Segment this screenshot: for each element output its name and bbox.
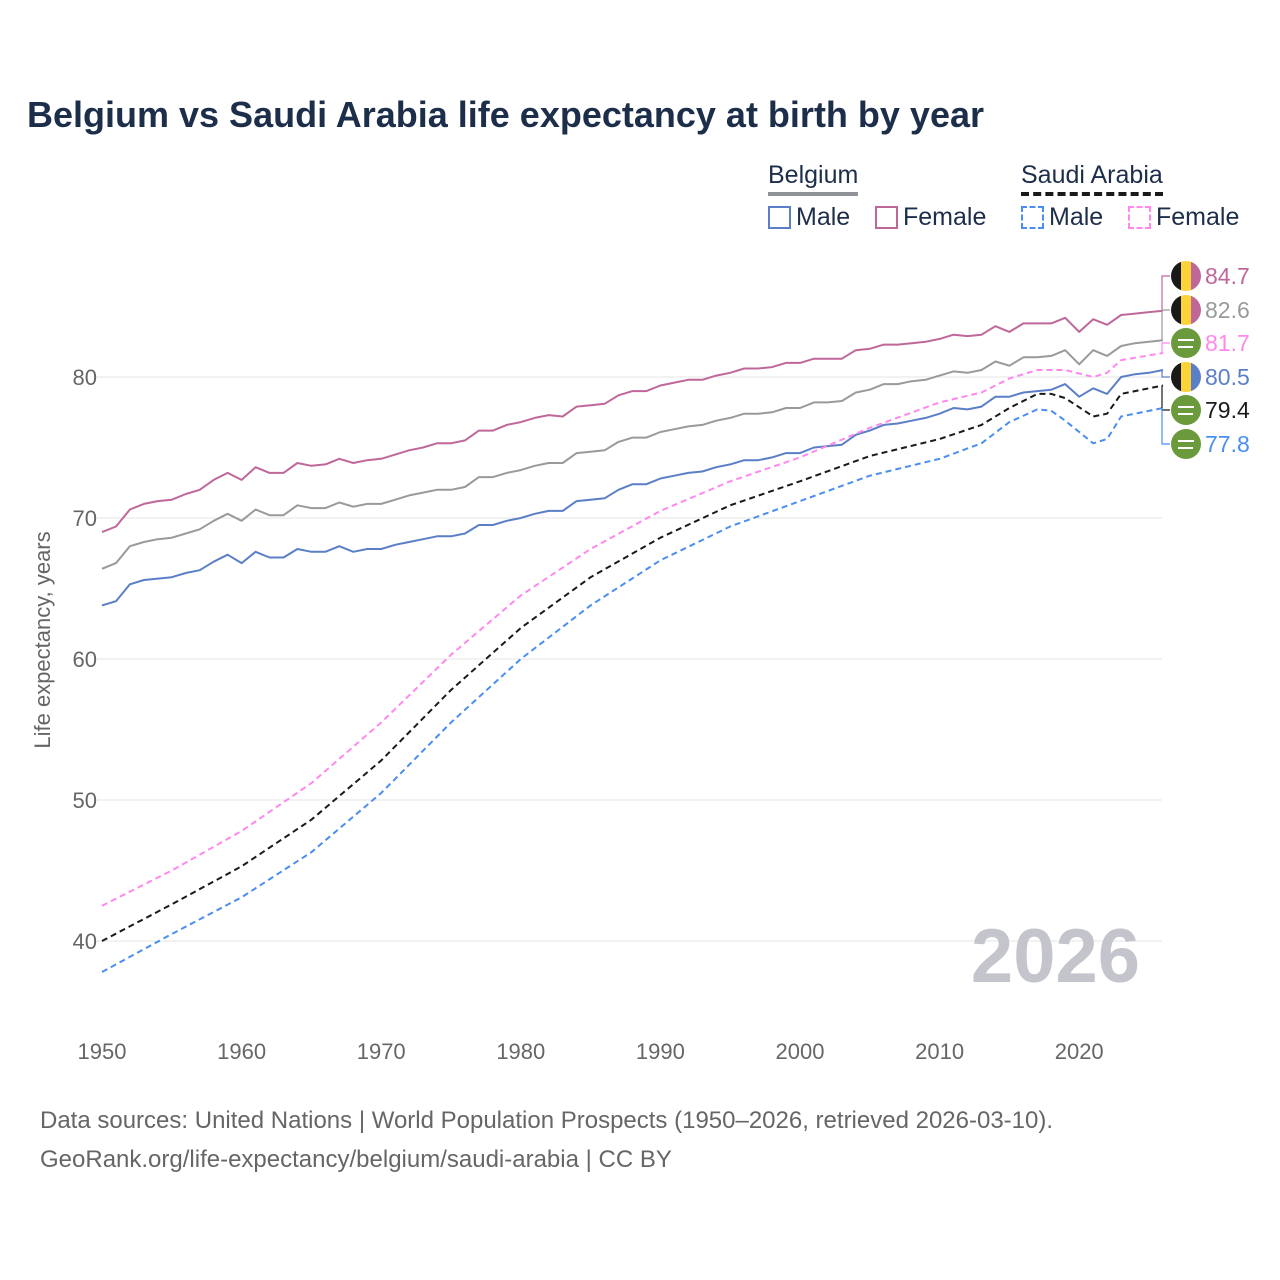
saudi-arabia-flag-icon [1171,395,1201,425]
footer-sources: Data sources: United Nations | World Pop… [40,1107,1054,1134]
legend-swatch [1128,206,1151,229]
series-line-belgium-male [101,369,1164,607]
y-axis-label: Life expectancy, years [30,531,55,748]
label-connector [1161,370,1170,378]
belgium-flag-icon [1171,362,1201,392]
legend-item-saudi-male[interactable]: Male [1021,203,1103,232]
footer-link[interactable]: GeoRank.org/life-expectancy/belgium/saud… [40,1146,672,1173]
legend-label: Male [796,203,851,231]
x-tick-label: 1990 [636,1039,685,1064]
series-line-saudi-female [101,352,1164,907]
legend-item-belgium-female[interactable]: Female [875,203,986,232]
flag-emblem-icon [1178,339,1194,348]
y-tick-label: 80 [73,365,97,390]
x-tick-label: 2020 [1055,1039,1104,1064]
chart-title: Belgium vs Saudi Arabia life expectancy … [27,94,985,135]
belgium-flag-icon [1171,261,1201,291]
legend-item-belgium-male[interactable]: Male [768,203,850,232]
legend-label: Male [1049,203,1104,231]
series-line-belgium-total [101,339,1164,570]
flag-emblem-icon [1178,440,1194,449]
legend-item-saudi-female[interactable]: Female [1128,203,1239,232]
x-tick-label: 1980 [496,1039,545,1064]
flag-emblem-icon [1178,406,1194,415]
legend-group-saudi-arabia: Saudi Arabia Male Female [1021,161,1239,231]
legend-label: Female [1156,203,1240,231]
label-connector [1161,408,1170,445]
legend-group-belgium: Belgium Male Female [768,161,986,231]
label-connector [1161,309,1170,341]
saudi-arabia-flag-icon [1171,429,1201,459]
x-tick-label: 1970 [357,1039,406,1064]
x-tick-label: 2010 [915,1039,964,1064]
label-connector [1161,385,1170,411]
belgium-flag-icon [1171,295,1201,325]
legend-swatch [875,206,898,229]
saudi-arabia-flag-icon [1171,328,1201,358]
end-value-label: 81.7 [1205,330,1250,356]
x-tick-label: 1960 [217,1039,266,1064]
end-value-label: 80.5 [1205,364,1250,390]
legend-group-title: Belgium [768,161,859,196]
end-value-label: 84.7 [1205,263,1250,289]
y-tick-label: 50 [73,788,97,813]
label-connector [1161,275,1170,311]
year-watermark: 2026 [971,914,1140,999]
legend-swatch [1021,206,1044,229]
end-value-label: 82.6 [1205,297,1250,323]
legend-group-title: Saudi Arabia [1021,161,1163,196]
end-value-label: 77.8 [1205,431,1250,457]
y-tick-label: 70 [73,506,97,531]
label-connector [1161,342,1170,353]
legend-swatch [768,206,791,229]
legend-label: Female [903,203,987,231]
y-tick-label: 60 [73,647,97,672]
x-tick-label: 1950 [78,1039,127,1064]
series-line-saudi-male [101,407,1164,973]
end-value-label: 79.4 [1205,397,1250,423]
series-line-saudi-total [101,384,1164,942]
series-line-belgium-female [101,309,1164,534]
x-tick-label: 2000 [776,1039,825,1064]
y-tick-label: 40 [73,929,97,954]
